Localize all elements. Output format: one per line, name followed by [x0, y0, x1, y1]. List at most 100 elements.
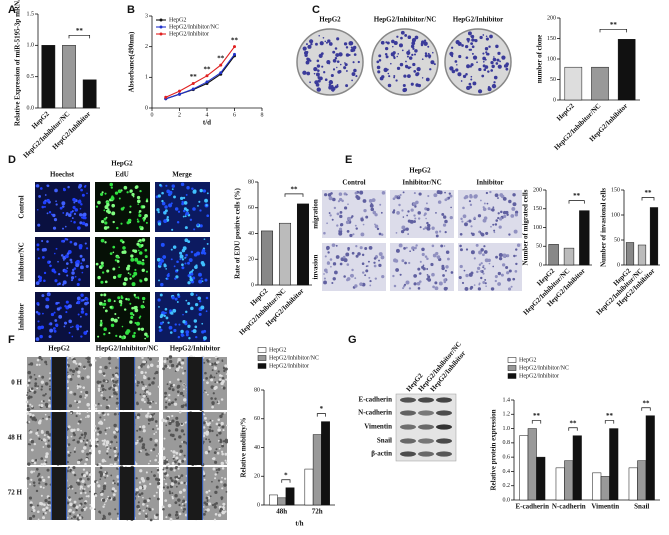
texture — [213, 457, 216, 460]
cell — [62, 212, 64, 214]
cell — [469, 200, 471, 202]
cell — [82, 299, 84, 301]
cell — [444, 220, 448, 224]
texture — [47, 444, 50, 447]
cell — [345, 253, 349, 257]
cell — [423, 214, 425, 216]
cell — [49, 335, 52, 338]
colony — [466, 38, 469, 41]
texture — [108, 512, 111, 515]
cell — [54, 312, 56, 314]
cell — [157, 298, 160, 301]
colony — [471, 35, 474, 38]
texture — [38, 473, 41, 476]
cell — [104, 221, 107, 224]
bar — [313, 435, 321, 505]
colony — [481, 75, 484, 78]
cell — [64, 326, 66, 328]
texture — [37, 504, 39, 506]
cell — [374, 265, 377, 268]
cell — [62, 283, 64, 285]
cell — [379, 204, 381, 206]
texture — [31, 440, 35, 444]
cell — [36, 184, 39, 187]
texture — [33, 485, 35, 487]
texture — [142, 443, 145, 446]
cell — [426, 222, 428, 224]
cell — [158, 211, 160, 213]
texture — [114, 463, 117, 466]
significance-label: ** — [217, 55, 225, 63]
cell — [189, 258, 193, 262]
texture — [86, 495, 88, 497]
colony — [393, 77, 395, 79]
colony — [377, 70, 380, 73]
texture — [169, 355, 172, 358]
cell — [470, 225, 472, 227]
cell — [426, 278, 428, 280]
colony — [422, 41, 424, 43]
cell — [114, 313, 116, 315]
cell — [172, 184, 175, 187]
cell — [37, 224, 40, 227]
texture — [204, 417, 207, 420]
significance-label: ** — [606, 412, 614, 420]
significance-label: ** — [533, 412, 541, 420]
band — [418, 438, 434, 443]
cell — [464, 270, 466, 272]
texture — [138, 512, 141, 515]
colony — [336, 85, 338, 87]
texture — [77, 422, 79, 424]
colony — [430, 60, 434, 64]
colony — [506, 62, 509, 65]
significance-label: ** — [645, 189, 653, 197]
cell — [73, 201, 75, 203]
wound-gap — [187, 412, 202, 465]
wound-gap — [51, 357, 66, 410]
x-tick-label: N-cadherin — [552, 503, 586, 511]
texture — [143, 485, 146, 488]
texture — [79, 504, 81, 506]
texture — [218, 440, 220, 442]
cell — [376, 255, 378, 257]
cell — [117, 260, 120, 263]
wound-gap — [119, 357, 134, 410]
cell — [116, 256, 119, 259]
cell — [480, 232, 483, 235]
legend-marker — [160, 26, 163, 29]
texture — [177, 390, 180, 393]
colony — [472, 53, 474, 55]
texture — [113, 424, 116, 427]
texture — [41, 495, 43, 497]
cell — [139, 190, 141, 192]
texture — [221, 413, 223, 415]
colony — [407, 74, 411, 78]
texture — [83, 469, 85, 471]
y-tick-label: 100 — [611, 212, 620, 218]
texture — [183, 458, 186, 461]
texture — [138, 436, 140, 438]
cell — [132, 282, 136, 286]
cell — [503, 215, 506, 218]
cell — [39, 276, 42, 279]
cell — [102, 303, 104, 305]
y-tick-label: 0.8 — [503, 440, 511, 446]
cell — [365, 216, 368, 219]
cell — [186, 194, 188, 196]
cell — [112, 267, 115, 270]
bar — [592, 473, 601, 500]
bar — [601, 476, 610, 500]
texture — [73, 439, 75, 441]
cell — [506, 271, 509, 274]
colony — [306, 43, 308, 45]
cell — [158, 262, 162, 266]
texture — [76, 401, 78, 403]
texture — [145, 453, 148, 456]
cell — [438, 200, 442, 204]
colony — [483, 61, 485, 63]
texture — [87, 478, 90, 481]
texture — [209, 441, 211, 443]
cell — [116, 227, 118, 229]
legend-swatch — [508, 366, 516, 371]
cell — [124, 277, 128, 281]
